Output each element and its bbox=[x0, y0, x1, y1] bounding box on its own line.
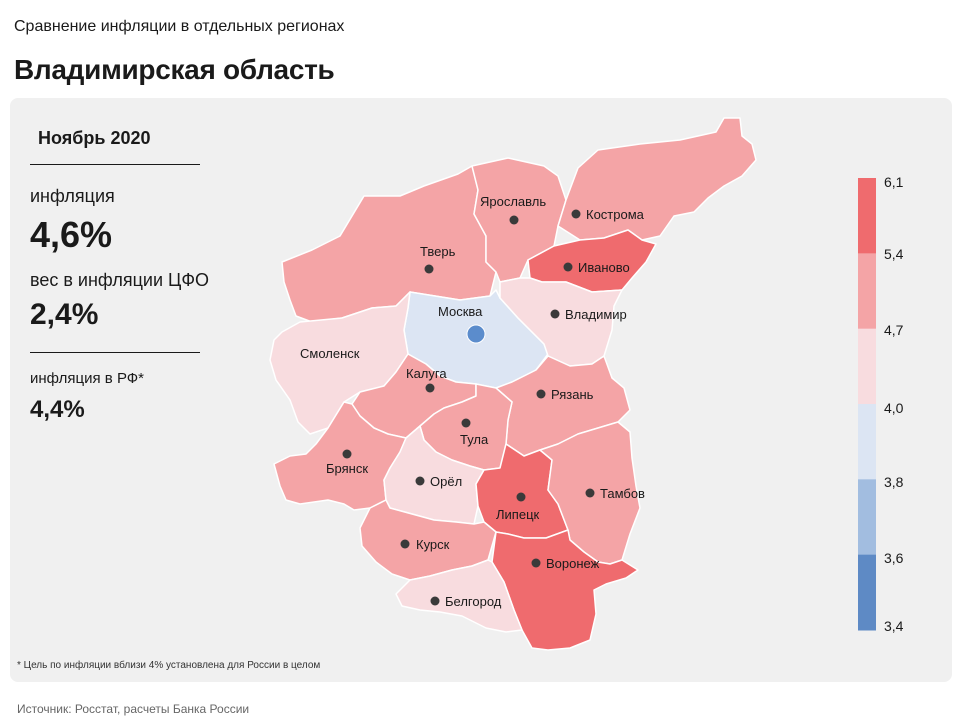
legend-tick-label: 3,8 bbox=[884, 474, 904, 490]
footnote: * Цель по инфляции вблизи 4% установлена… bbox=[17, 660, 321, 671]
legend-tick-label: 4,0 bbox=[884, 400, 904, 416]
legend-swatch-5 bbox=[858, 479, 876, 556]
city-label-kursk: Курск bbox=[416, 537, 450, 552]
region-vladimir bbox=[499, 277, 623, 367]
legend-swatch-1 bbox=[858, 178, 876, 254]
city-marker-voronezh bbox=[531, 558, 541, 568]
city-marker-tver bbox=[424, 264, 434, 274]
legend-tick-label: 4,7 bbox=[884, 322, 904, 338]
city-label-tula: Тула bbox=[460, 432, 489, 447]
legend-tick-label: 3,6 bbox=[884, 550, 904, 566]
weight-label: вес в инфляции ЦФО bbox=[30, 270, 210, 290]
city-label-vladimir: Владимир bbox=[565, 307, 627, 322]
city-label-moscow: Москва bbox=[438, 304, 483, 319]
city-marker-bryansk bbox=[342, 449, 352, 459]
legend-swatch-4 bbox=[858, 404, 876, 480]
legend-tick-label: 6,1 bbox=[884, 174, 904, 190]
city-label-lipetsk: Липецк bbox=[496, 507, 540, 522]
divider-top bbox=[30, 164, 200, 165]
city-label-ivanovo: Иваново bbox=[578, 260, 630, 275]
inflation-label: инфляция bbox=[30, 186, 115, 206]
city-label-orel: Орёл bbox=[430, 474, 462, 489]
city-label-ryazan: Рязань bbox=[551, 387, 594, 402]
inflation-value: 4,6% bbox=[30, 214, 113, 255]
regions-layer bbox=[269, 117, 757, 651]
page-title: Владимирская область bbox=[14, 54, 335, 85]
rf-inflation-label: инфляция в РФ* bbox=[30, 370, 145, 387]
legend: 6,1 5,4 4,7 4,0 3,8 3,6 3,4 bbox=[858, 174, 904, 634]
city-marker-yaroslavl bbox=[509, 215, 519, 225]
city-label-tambov: Тамбов bbox=[600, 486, 645, 501]
divider-bottom bbox=[30, 352, 200, 353]
city-label-kaluga: Калуга bbox=[406, 366, 447, 381]
legend-swatch-2 bbox=[858, 253, 876, 330]
city-marker-kaluga bbox=[425, 383, 435, 393]
legend-swatch-3 bbox=[858, 328, 876, 405]
city-marker-kostroma bbox=[571, 209, 581, 219]
cities-layer: Тверь Ярославль Кострома Иваново Москва Влади… bbox=[300, 194, 645, 609]
city-marker-ryazan bbox=[536, 389, 546, 399]
city-marker-orel bbox=[415, 476, 425, 486]
legend-swatch-6 bbox=[858, 554, 876, 631]
city-label-voronezh: Воронеж bbox=[546, 556, 600, 571]
city-marker-vladimir bbox=[550, 309, 560, 319]
city-marker-kursk bbox=[400, 539, 410, 549]
region-yaroslavl bbox=[471, 157, 567, 283]
region-bryansk bbox=[273, 401, 407, 511]
source-note: Источник: Росстат, расчеты Банка России bbox=[17, 702, 250, 716]
city-marker-tula bbox=[461, 418, 471, 428]
city-marker-tambov bbox=[585, 488, 595, 498]
region-belgorod bbox=[395, 559, 523, 633]
region-tver bbox=[281, 165, 497, 323]
period-label: Ноябрь 2020 bbox=[38, 128, 151, 148]
legend-tick-label: 5,4 bbox=[884, 246, 904, 262]
city-label-smolensk: Смоленск bbox=[300, 346, 360, 361]
weight-value: 2,4% bbox=[30, 298, 99, 331]
city-marker-moscow bbox=[466, 324, 486, 344]
city-marker-lipetsk bbox=[516, 492, 526, 502]
city-label-tver: Тверь bbox=[420, 244, 456, 259]
city-label-belgorod: Белгород bbox=[445, 594, 502, 609]
city-label-yaroslavl: Ярославль bbox=[480, 194, 546, 209]
city-label-bryansk: Брянск bbox=[326, 461, 368, 476]
rf-inflation-value: 4,4% bbox=[30, 396, 85, 423]
page-subtitle: Сравнение инфляции в отдельных регионах bbox=[14, 18, 345, 35]
city-marker-belgorod bbox=[430, 596, 440, 606]
city-label-kostroma: Кострома bbox=[586, 207, 645, 222]
legend-tick-label: 3,4 bbox=[884, 618, 904, 634]
city-marker-ivanovo bbox=[563, 262, 573, 272]
